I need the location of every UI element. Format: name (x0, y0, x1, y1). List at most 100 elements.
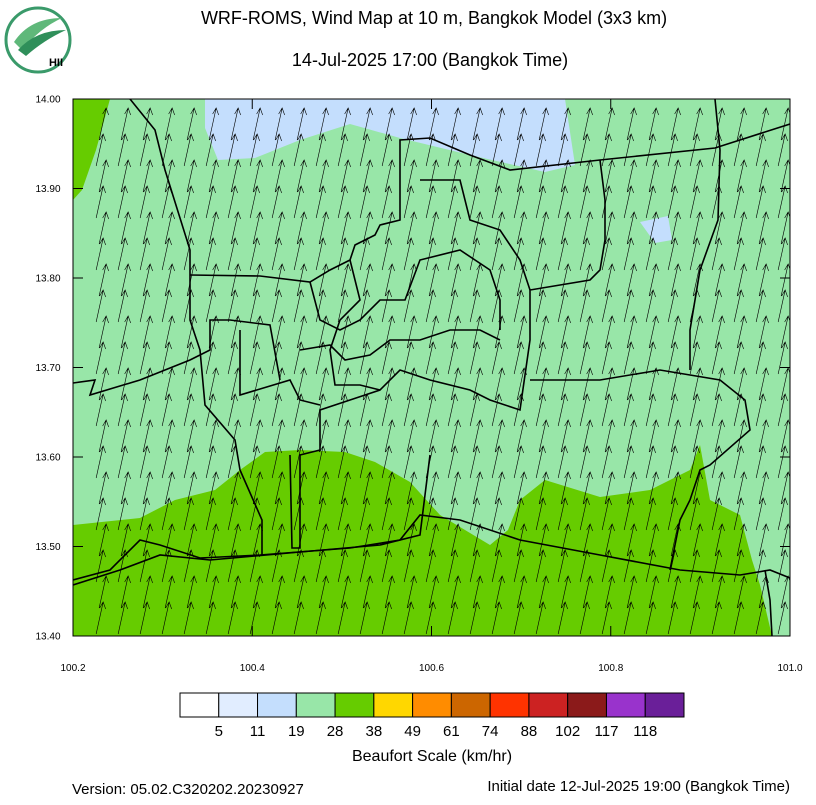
wind-arrow (230, 107, 241, 141)
wind-arrow (340, 419, 351, 453)
wind-arrow (447, 393, 458, 427)
wind-arrow (648, 419, 659, 453)
wind-arrow (425, 445, 436, 479)
wind-arrow (711, 133, 722, 167)
wind-arrow (604, 367, 615, 401)
wind-arrow (689, 289, 700, 323)
wind-arrow (296, 523, 307, 557)
wind-arrow (406, 263, 417, 297)
wind-arrow (161, 497, 172, 531)
wind-arrow (186, 315, 197, 349)
wind-arrow (164, 211, 175, 245)
wind-arrows (95, 107, 790, 635)
wind-arrow (513, 393, 524, 427)
wind-arrow (535, 445, 546, 479)
wind-arrow (384, 575, 395, 609)
wind-arrow (186, 263, 197, 297)
x-tick-label: 101.0 (777, 663, 802, 674)
wind-arrow (755, 497, 766, 531)
wind-arrow (95, 601, 106, 635)
wind-arrow (670, 471, 681, 505)
wind-arrow (513, 601, 524, 635)
wind-arrow (758, 367, 769, 401)
wind-arrow (472, 263, 483, 297)
wind-arrow (318, 263, 329, 297)
wind-arrow (513, 185, 524, 219)
wind-arrow (384, 107, 395, 141)
wind-arrow (117, 341, 128, 375)
wind-arrow (538, 575, 549, 609)
wind-arrow (557, 133, 568, 167)
colorbar-label: 102 (555, 723, 580, 740)
wind-arrow (406, 575, 417, 609)
wind-arrow (560, 575, 571, 609)
wind-arrow (491, 393, 502, 427)
wind-arrow (582, 523, 593, 557)
wind-arrow (428, 107, 439, 141)
wind-arrow (362, 367, 373, 401)
wind-arrow (359, 133, 370, 167)
wind-arrow (403, 497, 414, 531)
wind-arrow (340, 107, 351, 141)
wind-arrow (777, 445, 788, 479)
wind-arrow (491, 549, 502, 583)
wind-arrow (318, 575, 329, 609)
wind-arrow (293, 341, 304, 375)
wind-arrow (337, 289, 348, 323)
wind-arrow (208, 471, 219, 505)
wind-arrow (98, 471, 109, 505)
wind-arrow (161, 289, 172, 323)
wind-arrow (472, 575, 483, 609)
wind-arrow (557, 445, 568, 479)
wind-arrow (230, 575, 241, 609)
wind-arrow (359, 289, 370, 323)
wind-arrow (337, 185, 348, 219)
wind-zone (205, 99, 575, 172)
logo-leaf (14, 18, 62, 50)
wind-arrow (249, 237, 260, 271)
wind-arrow (557, 601, 568, 635)
wind-arrow (252, 367, 263, 401)
wind-arrow (161, 445, 172, 479)
wind-arrow (296, 107, 307, 141)
wind-arrow (428, 575, 439, 609)
wind-arrow (296, 419, 307, 453)
boundary (420, 179, 531, 291)
wind-arrow (469, 549, 480, 583)
wind-arrow (582, 315, 593, 349)
wind-arrow (516, 107, 527, 141)
boundary (73, 454, 431, 586)
wind-arrow (403, 237, 414, 271)
wind-arrow (623, 289, 634, 323)
wind-arrow (337, 445, 348, 479)
wind-arrow (516, 315, 527, 349)
wind-arrow (667, 237, 678, 271)
wind-arrow (582, 575, 593, 609)
wind-arrow (227, 549, 238, 583)
wind-arrow (205, 289, 216, 323)
wind-arrow (736, 471, 747, 505)
wind-arrow (670, 367, 681, 401)
wind-arrow (230, 159, 241, 193)
wind-arrow (736, 159, 747, 193)
wind-arrow (538, 315, 549, 349)
wind-arrow (557, 393, 568, 427)
wind-arrow (648, 211, 659, 245)
wind-arrow (293, 497, 304, 531)
wind-arrow (692, 159, 703, 193)
wind-arrow (535, 601, 546, 635)
wind-arrow (293, 289, 304, 323)
wind-arrow (645, 601, 656, 635)
wind-arrow (491, 601, 502, 635)
wind-arrow (758, 419, 769, 453)
wind-arrow (296, 263, 307, 297)
wind-arrow (450, 211, 461, 245)
wind-arrow (447, 549, 458, 583)
wind-arrow (139, 341, 150, 375)
wind-arrow (604, 523, 615, 557)
wind-arrow (689, 445, 700, 479)
wind-arrow (274, 575, 285, 609)
wind-arrow (142, 523, 153, 557)
wind-arrow (120, 471, 131, 505)
wind-arrow (538, 107, 549, 141)
